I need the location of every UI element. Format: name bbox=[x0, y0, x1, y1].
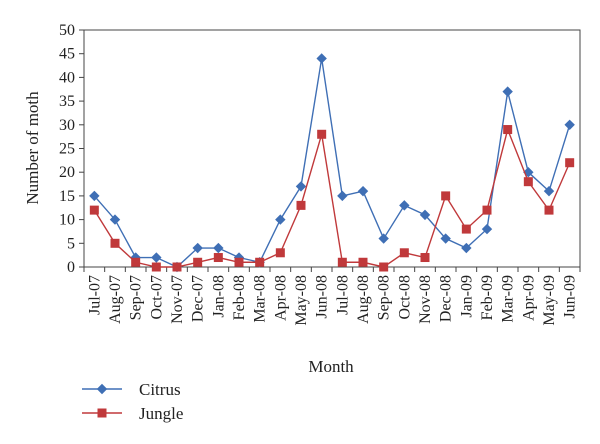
x-tick-label: Feb-09 bbox=[479, 275, 496, 320]
data-point-citrus bbox=[440, 233, 451, 244]
legend-label-citrus: Citrus bbox=[139, 380, 181, 399]
data-point-jungle bbox=[151, 262, 161, 272]
y-axis-ticks: 0 5 10 15 20 25 30 35 40 45 50 bbox=[59, 22, 84, 276]
data-point-jungle bbox=[441, 191, 451, 201]
data-point-citrus bbox=[316, 53, 327, 64]
y-axis-title: Number of moth bbox=[23, 91, 42, 205]
data-point-jungle bbox=[317, 129, 327, 139]
series-jungle bbox=[89, 125, 575, 272]
data-point-citrus bbox=[564, 119, 575, 131]
y-tick-label: 45 bbox=[59, 46, 75, 63]
x-tick-label: Apr-09 bbox=[520, 275, 537, 321]
x-tick-label: Oct-07 bbox=[148, 275, 165, 319]
data-point-citrus bbox=[89, 190, 100, 202]
data-point-jungle bbox=[275, 248, 285, 258]
x-tick-label: Sep-08 bbox=[376, 275, 393, 320]
data-point-jungle bbox=[482, 205, 492, 215]
x-tick-label: Nov-08 bbox=[417, 275, 434, 324]
data-point-citrus bbox=[109, 214, 121, 225]
y-tick-label: 15 bbox=[59, 188, 75, 205]
data-point-jungle bbox=[213, 253, 223, 263]
x-tick-label: Oct-08 bbox=[396, 275, 413, 319]
y-tick-label: 35 bbox=[59, 93, 75, 110]
x-axis-ticks: Jul-07 Aug-07 Sep-07 Oct-07 Nov-07 Dec-07 Jan-… bbox=[83, 267, 581, 326]
data-point-jungle bbox=[565, 158, 575, 168]
x-tick-label: Jul-08 bbox=[334, 275, 351, 315]
legend-item-jungle: Jungle bbox=[82, 404, 183, 423]
data-point-citrus bbox=[295, 181, 307, 192]
legend: Citrus Jungle bbox=[82, 380, 183, 423]
data-point-citrus bbox=[275, 214, 286, 225]
data-point-jungle bbox=[399, 248, 409, 258]
data-point-jungle bbox=[234, 257, 244, 267]
data-point-citrus bbox=[151, 252, 162, 263]
data-point-jungle bbox=[461, 224, 471, 234]
legend-marker-citrus bbox=[96, 383, 108, 395]
x-tick-label: Sep-07 bbox=[128, 275, 145, 320]
legend-marker-jungle bbox=[97, 408, 107, 418]
data-point-citrus bbox=[213, 242, 224, 254]
data-point-jungle bbox=[193, 257, 203, 267]
plot-area bbox=[83, 29, 581, 268]
series-line-citrus bbox=[93, 58, 571, 268]
data-point-citrus bbox=[543, 185, 555, 197]
data-point-citrus bbox=[481, 223, 493, 235]
data-point-citrus bbox=[337, 190, 348, 202]
data-point-jungle bbox=[523, 177, 533, 187]
legend-label-jungle: Jungle bbox=[139, 404, 183, 423]
y-tick-label: 5 bbox=[67, 235, 75, 252]
data-point-jungle bbox=[172, 262, 182, 272]
data-point-jungle bbox=[379, 262, 389, 272]
data-point-citrus bbox=[378, 233, 389, 244]
data-point-jungle bbox=[544, 205, 554, 215]
x-tick-label: Nov-07 bbox=[169, 275, 186, 324]
y-tick-label: 50 bbox=[59, 22, 75, 39]
x-tick-label: Aug-08 bbox=[355, 275, 372, 324]
data-point-jungle bbox=[358, 257, 368, 267]
x-tick-label: Jun-08 bbox=[314, 275, 331, 319]
data-point-citrus bbox=[357, 185, 369, 197]
x-axis-title: Month bbox=[308, 357, 354, 376]
data-point-citrus bbox=[419, 209, 431, 221]
x-tick-label: Apr-08 bbox=[272, 275, 289, 321]
data-point-jungle bbox=[503, 125, 513, 135]
data-point-jungle bbox=[420, 253, 430, 263]
y-tick-label: 25 bbox=[59, 141, 75, 158]
data-point-jungle bbox=[296, 200, 306, 210]
series-citrus bbox=[89, 53, 575, 273]
x-tick-label: Mar-09 bbox=[500, 275, 517, 323]
data-point-jungle bbox=[89, 205, 99, 215]
x-tick-label: Feb-08 bbox=[231, 275, 248, 320]
x-tick-label: Jan-08 bbox=[210, 275, 227, 318]
data-point-citrus bbox=[399, 200, 410, 211]
x-tick-label: Mar-08 bbox=[252, 275, 269, 323]
data-point-citrus bbox=[502, 86, 513, 97]
x-tick-label: Jan-09 bbox=[458, 275, 475, 318]
y-tick-label: 30 bbox=[59, 117, 75, 134]
data-point-citrus bbox=[461, 242, 472, 254]
y-tick-label: 10 bbox=[59, 212, 75, 229]
x-tick-label: Aug-07 bbox=[107, 275, 124, 324]
data-point-jungle bbox=[110, 238, 120, 248]
x-tick-label: May-08 bbox=[293, 275, 310, 326]
x-tick-label: Dec-07 bbox=[190, 275, 207, 322]
legend-item-citrus: Citrus bbox=[82, 380, 181, 399]
data-point-citrus bbox=[192, 242, 203, 254]
y-tick-label: 20 bbox=[59, 164, 75, 181]
x-tick-label: Jul-07 bbox=[86, 275, 103, 315]
data-point-jungle bbox=[255, 257, 265, 267]
y-tick-label: 0 bbox=[67, 259, 75, 276]
plot-border bbox=[83, 29, 581, 268]
x-tick-label: Jun-09 bbox=[562, 275, 579, 319]
series-layer bbox=[89, 53, 575, 273]
x-tick-label: Dec-08 bbox=[438, 275, 455, 322]
data-point-jungle bbox=[131, 257, 141, 267]
y-tick-label: 40 bbox=[59, 69, 75, 86]
data-point-jungle bbox=[337, 257, 347, 267]
x-tick-label: May-09 bbox=[541, 275, 558, 326]
